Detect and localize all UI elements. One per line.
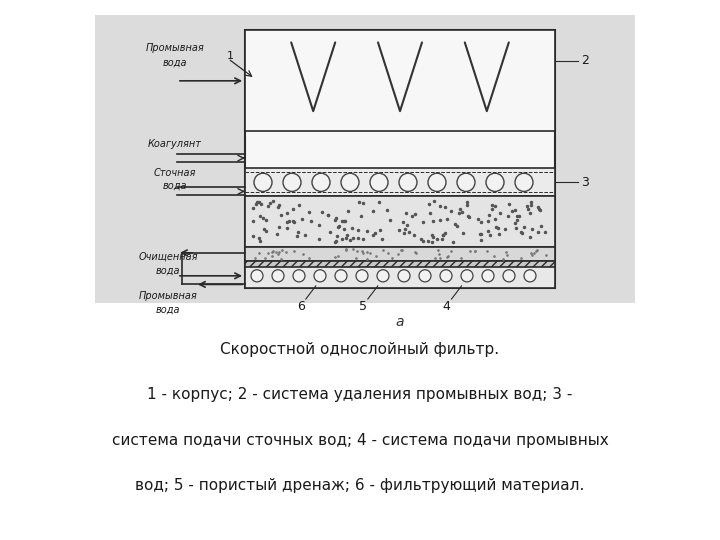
- Bar: [245, 30, 555, 131]
- Circle shape: [272, 270, 284, 282]
- Text: система подачи сточных вод; 4 - система подачи промывных: система подачи сточных вод; 4 - система …: [112, 433, 608, 448]
- Circle shape: [356, 270, 368, 282]
- Text: 2: 2: [581, 54, 589, 67]
- Text: вода: вода: [163, 180, 187, 191]
- Circle shape: [251, 270, 263, 282]
- Bar: [245, 30, 555, 288]
- Text: а: а: [396, 315, 404, 329]
- Circle shape: [399, 173, 417, 192]
- Circle shape: [398, 270, 410, 282]
- Bar: [95, 15, 635, 303]
- Text: вод; 5 - пористый дренаж; 6 - фильтрующий материал.: вод; 5 - пористый дренаж; 6 - фильтрующи…: [135, 478, 585, 493]
- Circle shape: [314, 270, 326, 282]
- Text: 4: 4: [443, 300, 451, 313]
- Circle shape: [312, 173, 330, 192]
- Text: 3: 3: [581, 176, 589, 189]
- Circle shape: [503, 270, 515, 282]
- Text: Сточная: Сточная: [154, 168, 196, 178]
- Text: вода: вода: [156, 266, 180, 275]
- Bar: [245, 247, 555, 261]
- Circle shape: [293, 270, 305, 282]
- Circle shape: [515, 173, 533, 192]
- Circle shape: [482, 270, 494, 282]
- Circle shape: [370, 173, 388, 192]
- Circle shape: [254, 173, 272, 192]
- Circle shape: [335, 270, 347, 282]
- Bar: [245, 267, 555, 288]
- Circle shape: [461, 270, 473, 282]
- Text: Промывная: Промывная: [145, 44, 204, 53]
- Bar: [245, 197, 555, 247]
- Text: вода: вода: [156, 304, 180, 314]
- Circle shape: [377, 270, 389, 282]
- Bar: [245, 261, 555, 276]
- Circle shape: [440, 270, 452, 282]
- Text: 6: 6: [297, 300, 305, 313]
- Text: Скоростной однослойный фильтр.: Скоростной однослойный фильтр.: [220, 342, 500, 357]
- Text: Промывная: Промывная: [139, 291, 197, 301]
- Text: 1 - корпус; 2 - система удаления промывных вод; 3 -: 1 - корпус; 2 - система удаления промывн…: [148, 387, 572, 402]
- Text: Очищенная: Очищенная: [138, 252, 198, 261]
- Circle shape: [419, 270, 431, 282]
- Text: вода: вода: [163, 58, 187, 68]
- Text: Коагулянт: Коагулянт: [148, 139, 202, 149]
- Circle shape: [524, 270, 536, 282]
- Circle shape: [283, 173, 301, 192]
- Bar: [245, 168, 555, 197]
- Circle shape: [341, 173, 359, 192]
- Circle shape: [486, 173, 504, 192]
- Text: 5: 5: [359, 300, 366, 313]
- Text: 1: 1: [227, 51, 233, 60]
- Circle shape: [457, 173, 475, 192]
- Circle shape: [428, 173, 446, 192]
